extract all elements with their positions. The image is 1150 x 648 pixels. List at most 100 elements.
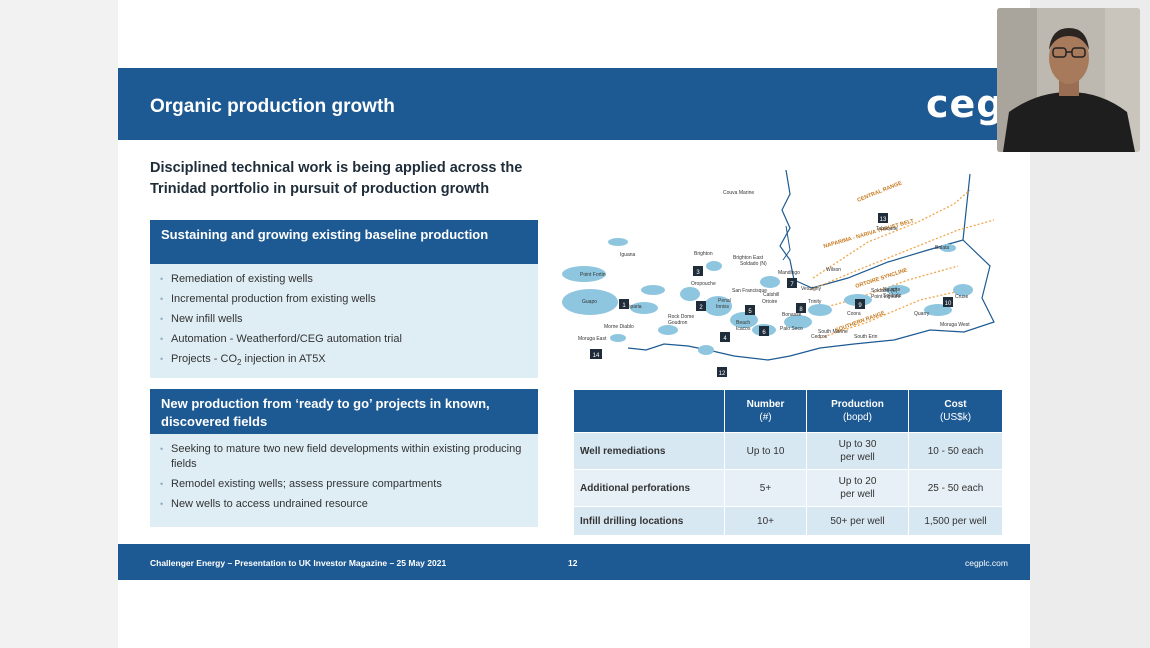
list-item: New infill wells (160, 312, 528, 327)
footer-page-number: 12 (568, 558, 578, 568)
section-1-body: Remediation of existing wells Incrementa… (150, 264, 538, 378)
place-label: Point Fortin (580, 272, 606, 278)
table-header-cost: Cost (US$k) (908, 390, 1002, 433)
place-label: Bonasse (782, 312, 802, 318)
belt-line-naparima (809, 219, 995, 291)
place-label: Soldado (E) (871, 288, 898, 294)
field-shapes (562, 238, 973, 355)
place-label: Vessigny (801, 286, 822, 292)
belt-line-southern (819, 289, 965, 339)
cell-production: Up to 20 per well (806, 469, 909, 507)
list-item: Seeking to mature two new field developm… (160, 442, 528, 472)
header-sub: (bopd) (843, 412, 872, 423)
marker-label: 12 (719, 371, 726, 377)
place-label: Moruga East (578, 336, 607, 342)
production-line-2: per well (840, 489, 875, 500)
list-item: Remediation of existing wells (160, 272, 528, 287)
list-item: Remodel existing wells; assess pressure … (160, 477, 528, 492)
place-label: Navette (883, 287, 900, 293)
webcam-video[interactable] (997, 8, 1140, 152)
belt-labels: CENTRAL RANGE NAPARIMA - NARIVA THRUST B… (823, 180, 915, 334)
trinidad-map: CENTRAL RANGE NAPARIMA - NARIVA THRUST B… (562, 170, 995, 377)
place-label: Tabaquite (876, 226, 898, 232)
list-item: Automation - Weatherford/CEG automation … (160, 332, 528, 347)
place-label: Balata (935, 245, 949, 251)
co2-prefix: Projects - CO (171, 353, 238, 365)
place-labels: Couva Marine Tabaquite Balata Iguana Bri… (578, 190, 970, 342)
marker-label: 8 (799, 307, 803, 313)
cell-cost: 25 - 50 each (908, 469, 1002, 507)
place-label: Oropouche (691, 281, 716, 287)
table-row: Infill drilling locations 10+ 50+ per we… (574, 506, 1002, 535)
belt-label-central: CENTRAL RANGE (857, 180, 904, 204)
footer-presentation-info: Challenger Energy – Presentation to UK I… (150, 558, 447, 568)
place-label: Catshill (763, 292, 779, 298)
marker-label: 13 (880, 217, 887, 223)
production-line-2: per well (840, 452, 875, 463)
marker-label: 3 (696, 270, 700, 276)
header-main: Cost (944, 399, 967, 410)
place-label: Morne Diablo (604, 324, 634, 330)
marker-label: 10 (945, 301, 952, 307)
slide-title: Organic production growth (150, 96, 395, 117)
cell-production: Up to 30 per well (806, 432, 909, 470)
place-label: Guapo (582, 299, 597, 305)
table-header-number: Number (#) (724, 390, 807, 433)
table-row: Additional perforations 5+ Up to 20 per w… (574, 469, 1002, 507)
place-label: Quarry (914, 311, 930, 317)
table-header-blank (574, 390, 725, 433)
row-label: Infill drilling locations (574, 506, 725, 535)
company-logo: ceg (926, 82, 1005, 126)
row-label: Well remediations (574, 432, 725, 470)
place-label: San Francisque (732, 288, 767, 294)
footer-website: cegplc.com (965, 558, 1008, 568)
section-2-title: New production from ‘ready to go’ projec… (150, 389, 538, 434)
presenter-video-icon (997, 8, 1140, 152)
marker-label: 14 (593, 353, 600, 359)
marker-label: 1 (622, 303, 626, 309)
list-item: New wells to access undrained resource (160, 497, 528, 512)
coastline-inner (782, 225, 791, 261)
cell-number: Up to 10 (724, 432, 807, 470)
coastline (627, 170, 995, 361)
place-label: Ortoire (762, 299, 778, 305)
production-line-1: Up to 30 (838, 439, 877, 450)
table-row: Well remediations Up to 10 Up to 30 per w… (574, 432, 1002, 470)
header-sub: (#) (759, 412, 772, 423)
belt-line-ortoire (815, 265, 959, 311)
belt-line-central (812, 189, 971, 279)
header-main: Number (746, 399, 785, 410)
place-label: Inniss (716, 304, 730, 310)
place-label: Palo Seco (780, 326, 803, 332)
projects-table: Number (#) Production (bopd) Cost (US$k) We… (574, 390, 1002, 535)
header-main: Production (831, 399, 884, 410)
place-label: Point Ligoure (871, 294, 901, 300)
place-label: Moruga West (940, 322, 970, 328)
section-1-title: Sustaining and growing existing baseline… (150, 220, 538, 264)
marker-label: 5 (748, 309, 752, 315)
place-label: Couva Marine (723, 190, 754, 196)
slide-header: Organic production growth ceg (118, 68, 1030, 140)
belt-label-naparima: NAPARIMA - NARIVA THRUST BELT (823, 218, 915, 250)
place-label: Iguana (620, 252, 636, 258)
cell-production: 50+ per well (806, 506, 909, 535)
co2-suffix: injection in AT5X (241, 353, 326, 365)
place-label: Cruse (955, 294, 969, 300)
field-markers: 1 2 3 4 5 6 7 8 9 10 12 13 14 (590, 213, 953, 377)
place-label: Icacos (736, 326, 751, 332)
marker-label: 6 (762, 330, 766, 336)
list-item: Incremental production from existing wel… (160, 292, 528, 307)
list-item: Projects - CO2 injection in AT5X (160, 352, 528, 370)
place-label: Coora (847, 311, 861, 317)
place-label: Siparia (626, 304, 642, 310)
place-label: South Marine (818, 329, 848, 335)
section-2-body: Seeking to mature two new field developm… (150, 434, 538, 527)
header-sub: (US$k) (939, 412, 972, 423)
cell-number: 5+ (724, 469, 807, 507)
cell-number: 10+ (724, 506, 807, 535)
place-label: Soldado (N) (740, 261, 767, 267)
co2-subscript: 2 (237, 358, 242, 368)
place-label: Wilson (826, 267, 841, 273)
slide-headline: Disciplined technical work is being appl… (150, 160, 523, 197)
marker-label: 2 (699, 305, 703, 311)
